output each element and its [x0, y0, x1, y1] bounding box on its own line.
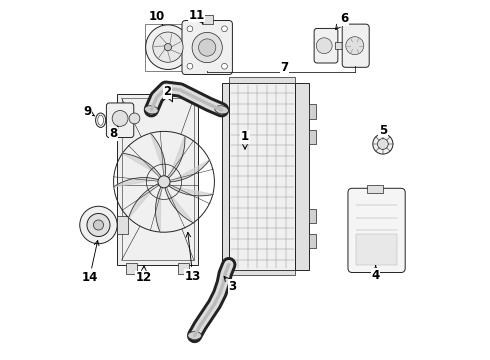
Circle shape: [94, 220, 103, 230]
Bar: [117, 94, 198, 265]
Bar: [117, 216, 128, 234]
Circle shape: [187, 63, 193, 69]
Bar: [367, 185, 383, 193]
Polygon shape: [113, 177, 158, 187]
Bar: [356, 234, 397, 265]
Polygon shape: [165, 188, 194, 223]
Circle shape: [316, 38, 332, 54]
Circle shape: [164, 44, 171, 51]
Text: 12: 12: [135, 266, 151, 284]
Text: 5: 5: [379, 124, 387, 137]
Circle shape: [346, 37, 364, 55]
Bar: [145, 24, 192, 71]
Bar: [122, 98, 194, 260]
Circle shape: [187, 26, 193, 32]
Bar: [309, 209, 316, 223]
Bar: [202, 15, 213, 24]
Text: 1: 1: [241, 130, 249, 149]
Text: 9: 9: [84, 105, 95, 118]
FancyBboxPatch shape: [314, 28, 338, 63]
Bar: [178, 263, 189, 274]
Polygon shape: [171, 159, 210, 182]
Circle shape: [221, 63, 227, 69]
Ellipse shape: [145, 106, 158, 114]
Polygon shape: [155, 188, 161, 233]
Circle shape: [192, 32, 222, 63]
Bar: [295, 83, 309, 270]
Text: 10: 10: [148, 10, 165, 24]
Polygon shape: [128, 184, 158, 218]
Polygon shape: [150, 133, 166, 175]
Bar: [222, 83, 229, 270]
Circle shape: [198, 39, 216, 56]
Text: 6: 6: [336, 12, 348, 30]
Bar: [229, 77, 295, 83]
Bar: [229, 270, 295, 275]
Ellipse shape: [188, 332, 201, 339]
Circle shape: [87, 213, 110, 237]
Circle shape: [80, 206, 117, 244]
Bar: [229, 83, 295, 270]
FancyBboxPatch shape: [182, 21, 232, 75]
Text: 8: 8: [109, 127, 118, 140]
Bar: [126, 263, 137, 274]
Ellipse shape: [96, 113, 106, 127]
Circle shape: [112, 111, 128, 126]
Circle shape: [146, 25, 190, 69]
FancyBboxPatch shape: [106, 103, 134, 138]
Text: 4: 4: [371, 266, 380, 282]
Circle shape: [377, 139, 388, 149]
Bar: [309, 130, 316, 144]
Text: 3: 3: [224, 276, 237, 293]
Bar: [309, 234, 316, 248]
Text: 14: 14: [81, 240, 99, 284]
Circle shape: [221, 26, 227, 32]
Text: 7: 7: [281, 61, 289, 74]
Bar: [309, 104, 316, 119]
FancyBboxPatch shape: [342, 24, 369, 67]
Text: 11: 11: [188, 9, 204, 23]
Polygon shape: [169, 135, 185, 177]
Polygon shape: [169, 186, 213, 196]
Circle shape: [158, 176, 170, 188]
Polygon shape: [122, 153, 161, 176]
Text: 13: 13: [185, 232, 201, 283]
Ellipse shape: [215, 106, 228, 114]
Bar: [335, 42, 349, 49]
Text: 2: 2: [164, 85, 172, 102]
Ellipse shape: [98, 115, 103, 125]
Circle shape: [129, 113, 140, 124]
FancyBboxPatch shape: [348, 188, 405, 273]
Circle shape: [153, 32, 183, 62]
Circle shape: [373, 134, 393, 154]
